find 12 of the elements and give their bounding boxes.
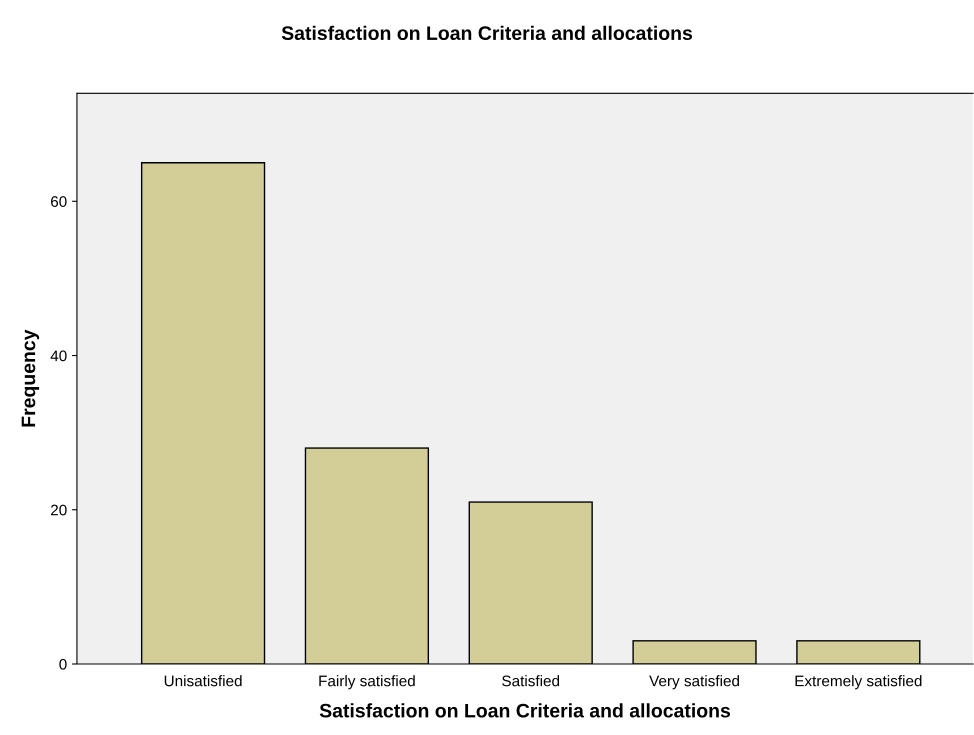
y-tick-label: 0 <box>59 658 67 670</box>
y-tick-label: 60 <box>51 196 67 207</box>
x-tick-label: Very satisfied <box>649 675 739 690</box>
x-tick-label: Satisfied <box>502 675 560 686</box>
x-tick-label: Extremely satisfied <box>796 675 922 690</box>
y-tick-label: 20 <box>51 504 67 516</box>
x-axis-title: Satisfaction on Loan Criteria and allocations <box>320 703 730 718</box>
x-tick-label: Unisatisfied <box>164 675 242 686</box>
x-tick-label: Fairly satisfied <box>319 675 415 690</box>
y-tick-label: 40 <box>50 350 67 362</box>
chart-title: Satisfaction on Loan Criteria and allocations <box>282 26 692 40</box>
y-axis-title: Frequency <box>22 330 40 427</box>
